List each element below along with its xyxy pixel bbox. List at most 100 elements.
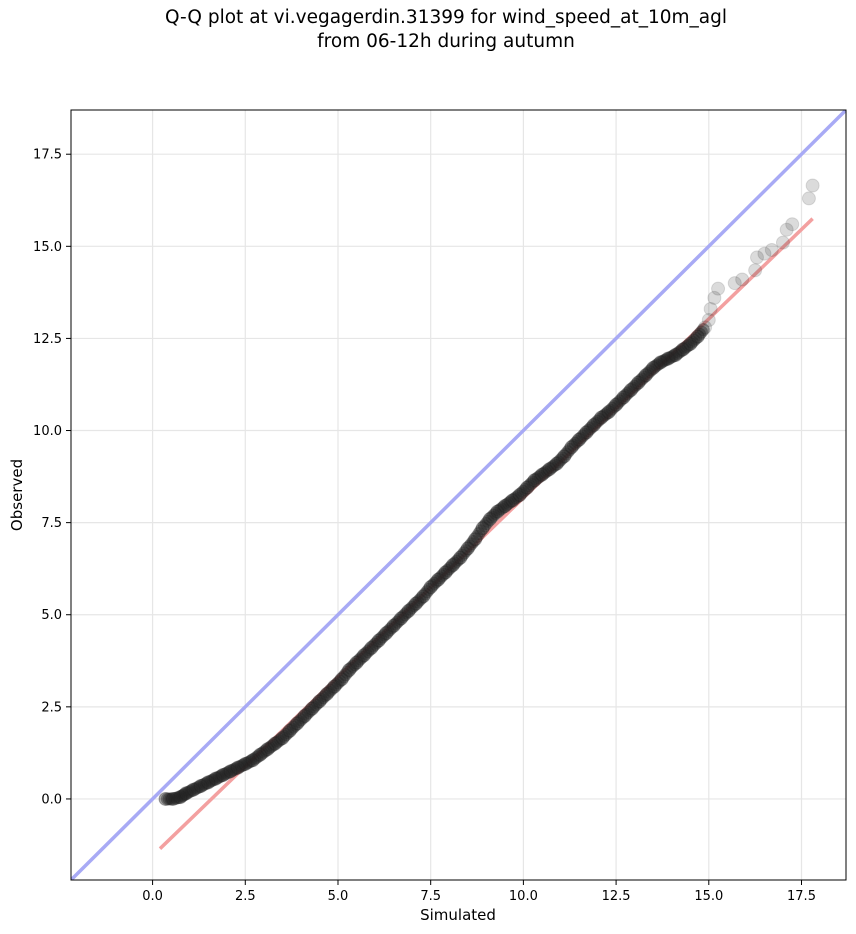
data-point bbox=[307, 700, 321, 714]
data-point bbox=[329, 678, 343, 692]
data-point bbox=[578, 427, 592, 441]
data-point bbox=[322, 685, 336, 699]
data-point bbox=[591, 414, 605, 428]
data-point bbox=[178, 787, 192, 801]
data-point bbox=[444, 560, 458, 574]
data-point bbox=[199, 776, 213, 790]
data-point bbox=[470, 529, 484, 543]
data-point bbox=[192, 780, 206, 794]
data-point bbox=[398, 608, 412, 622]
data-point bbox=[264, 739, 278, 753]
y-tick-label: 17.5 bbox=[33, 148, 62, 163]
data-point bbox=[492, 503, 506, 517]
data-point bbox=[609, 397, 624, 412]
data-point bbox=[507, 492, 521, 506]
data-point bbox=[368, 637, 382, 651]
data-point bbox=[690, 329, 705, 344]
data-point bbox=[533, 469, 547, 483]
data-point bbox=[542, 462, 557, 477]
x-tick-label: 15.0 bbox=[694, 889, 723, 904]
data-point bbox=[620, 387, 634, 401]
data-point bbox=[526, 475, 540, 489]
data-point bbox=[312, 694, 327, 709]
data-point bbox=[540, 464, 554, 478]
data-point bbox=[208, 771, 223, 786]
data-point bbox=[564, 440, 579, 455]
data-point bbox=[553, 453, 567, 467]
identity-line bbox=[71, 110, 846, 880]
data-point bbox=[355, 650, 369, 664]
data-point bbox=[196, 778, 210, 792]
data-point bbox=[327, 679, 342, 694]
data-point bbox=[537, 466, 551, 480]
data-point bbox=[353, 652, 367, 666]
data-point bbox=[379, 626, 394, 641]
data-point bbox=[249, 751, 263, 764]
data-point bbox=[392, 613, 406, 627]
data-point bbox=[270, 735, 284, 749]
data-point bbox=[527, 473, 542, 488]
data-point bbox=[361, 645, 375, 659]
data-point bbox=[487, 508, 501, 522]
data-point bbox=[534, 467, 549, 482]
data-point bbox=[185, 784, 199, 798]
data-point bbox=[641, 366, 655, 380]
data-point bbox=[557, 449, 572, 464]
data-point bbox=[661, 351, 676, 366]
data-point bbox=[176, 788, 190, 802]
data-point bbox=[453, 550, 468, 565]
data-point bbox=[356, 648, 371, 663]
data-point bbox=[455, 548, 469, 562]
data-point bbox=[615, 392, 629, 406]
data-point bbox=[552, 455, 566, 469]
data-point bbox=[349, 655, 364, 670]
data-point bbox=[337, 670, 351, 684]
x-tick-label: 7.5 bbox=[420, 889, 441, 904]
data-point bbox=[539, 465, 553, 479]
data-point bbox=[474, 524, 488, 538]
data-point bbox=[230, 760, 245, 775]
data-point bbox=[319, 686, 334, 701]
data-point bbox=[364, 640, 379, 655]
axis-ticks: 0.0 2.5 5.0 7.5 10.0 12.5 15.0 17.5 0.0 2.5 5.0 7.5… bbox=[33, 148, 816, 904]
plot-frame bbox=[70, 109, 847, 881]
data-point bbox=[383, 622, 397, 636]
data-point bbox=[637, 370, 651, 384]
data-point bbox=[748, 263, 763, 278]
data-point bbox=[648, 360, 662, 374]
y-tick-label: 15.0 bbox=[33, 240, 62, 255]
data-point bbox=[674, 344, 688, 358]
data-point bbox=[566, 438, 580, 452]
data-point bbox=[515, 486, 529, 500]
data-point bbox=[520, 480, 535, 495]
data-point bbox=[496, 500, 510, 514]
data-point bbox=[511, 489, 525, 503]
data-point bbox=[633, 374, 647, 388]
data-point bbox=[607, 400, 621, 414]
data-point bbox=[257, 745, 271, 759]
data-point bbox=[223, 764, 238, 779]
data-point bbox=[529, 472, 543, 486]
data-point bbox=[207, 773, 221, 787]
data-point bbox=[437, 567, 451, 581]
data-point bbox=[644, 363, 658, 377]
data-point bbox=[592, 412, 606, 426]
data-point bbox=[531, 471, 545, 484]
data-point bbox=[288, 718, 302, 732]
data-point bbox=[388, 617, 402, 631]
data-point bbox=[201, 775, 216, 790]
data-point bbox=[693, 327, 707, 341]
data-point bbox=[183, 785, 197, 799]
data-point bbox=[613, 394, 627, 408]
data-point bbox=[675, 342, 690, 357]
data-point bbox=[377, 628, 391, 642]
data-point bbox=[618, 389, 632, 403]
data-point bbox=[785, 217, 800, 232]
data-point bbox=[448, 556, 462, 570]
data-point bbox=[516, 484, 530, 498]
data-point bbox=[685, 335, 699, 349]
data-point bbox=[646, 360, 661, 375]
data-point bbox=[342, 663, 357, 677]
data-point bbox=[680, 340, 694, 354]
data-point bbox=[735, 272, 750, 287]
